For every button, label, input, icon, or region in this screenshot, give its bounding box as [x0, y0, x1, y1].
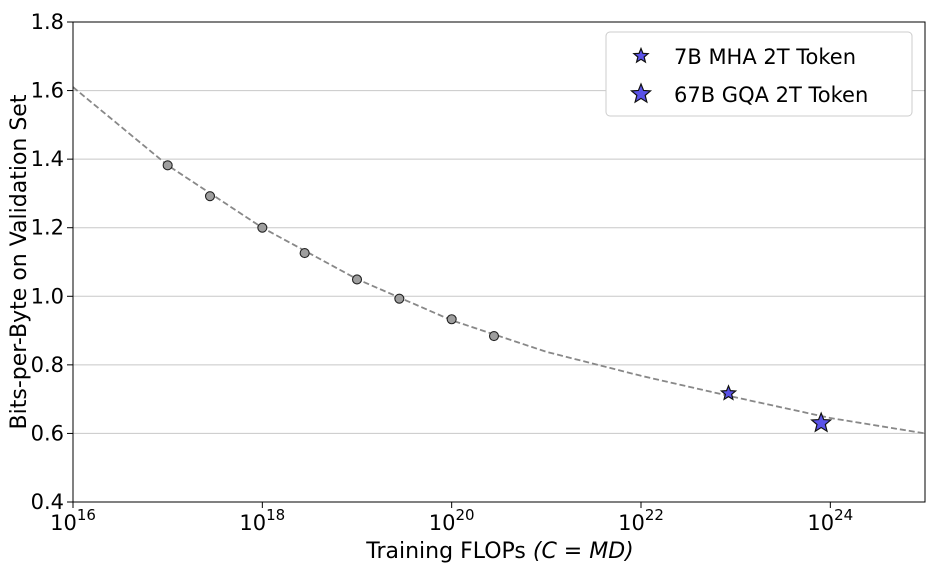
legend: 7B MHA 2T Token 67B GQA 2T Token [605, 31, 913, 117]
x-tick-base: 10 [50, 511, 77, 535]
fit-curve-layer [72, 86, 926, 435]
grid [73, 21, 925, 503]
fit-curve [72, 86, 926, 435]
x-axis-label-math: (C = MD) [533, 539, 634, 564]
star-point-7b [719, 384, 738, 401]
y-tick-label: 1.4 [31, 147, 64, 171]
plot-frame [72, 21, 926, 503]
data-point [394, 293, 405, 304]
x-tick-base: 10 [429, 511, 456, 535]
y-tick-label: 0.6 [31, 421, 64, 445]
data-point [351, 274, 363, 285]
y-axis-label: Bits-per-Byte on Validation Set [7, 94, 32, 429]
data-point [257, 222, 268, 233]
x-tick-label: 1024 [807, 506, 853, 535]
data-point [299, 248, 310, 259]
x-tick-label: 1016 [50, 506, 96, 535]
x-tick-exponent: 20 [455, 506, 474, 524]
y-tick-label: 0.4 [31, 490, 64, 514]
x-tick-base: 10 [807, 511, 834, 535]
x-axis-label: Training FLOPs (C = MD) [365, 539, 633, 564]
legend-label: 7B MHA 2T Token [674, 45, 856, 69]
y-axis-ticks: 0.4 0.6 0.8 1.0 1.2 1.4 1.6 1.8 [31, 10, 73, 514]
x-tick-label: 1020 [429, 506, 475, 535]
data-point [446, 314, 457, 325]
y-tick-label: 1.2 [31, 216, 64, 240]
x-axis-ticks: 1016 1018 1020 1022 1024 [50, 502, 853, 535]
data-point [162, 160, 173, 171]
x-tick-label: 1018 [239, 506, 285, 535]
x-tick-exponent: 24 [834, 506, 853, 524]
data-point [204, 191, 216, 202]
x-tick-exponent: 18 [266, 506, 285, 524]
x-tick-exponent: 22 [645, 506, 664, 524]
y-tick-label: 1.6 [31, 79, 64, 103]
legend-marker [629, 82, 653, 104]
x-tick-base: 10 [618, 511, 645, 535]
star-point-67b [810, 411, 833, 433]
x-tick-base: 10 [239, 511, 266, 535]
y-tick-label: 1.8 [31, 10, 64, 34]
data-points-layer [162, 160, 833, 433]
y-tick-label: 0.8 [31, 353, 64, 377]
x-tick-label: 1022 [618, 506, 664, 535]
data-point [488, 331, 500, 342]
legend-label: 67B GQA 2T Token [674, 83, 868, 107]
y-tick-label: 1.0 [31, 284, 64, 308]
legend-marker [632, 46, 650, 64]
x-tick-exponent: 16 [77, 506, 96, 524]
legend-box [605, 31, 913, 117]
